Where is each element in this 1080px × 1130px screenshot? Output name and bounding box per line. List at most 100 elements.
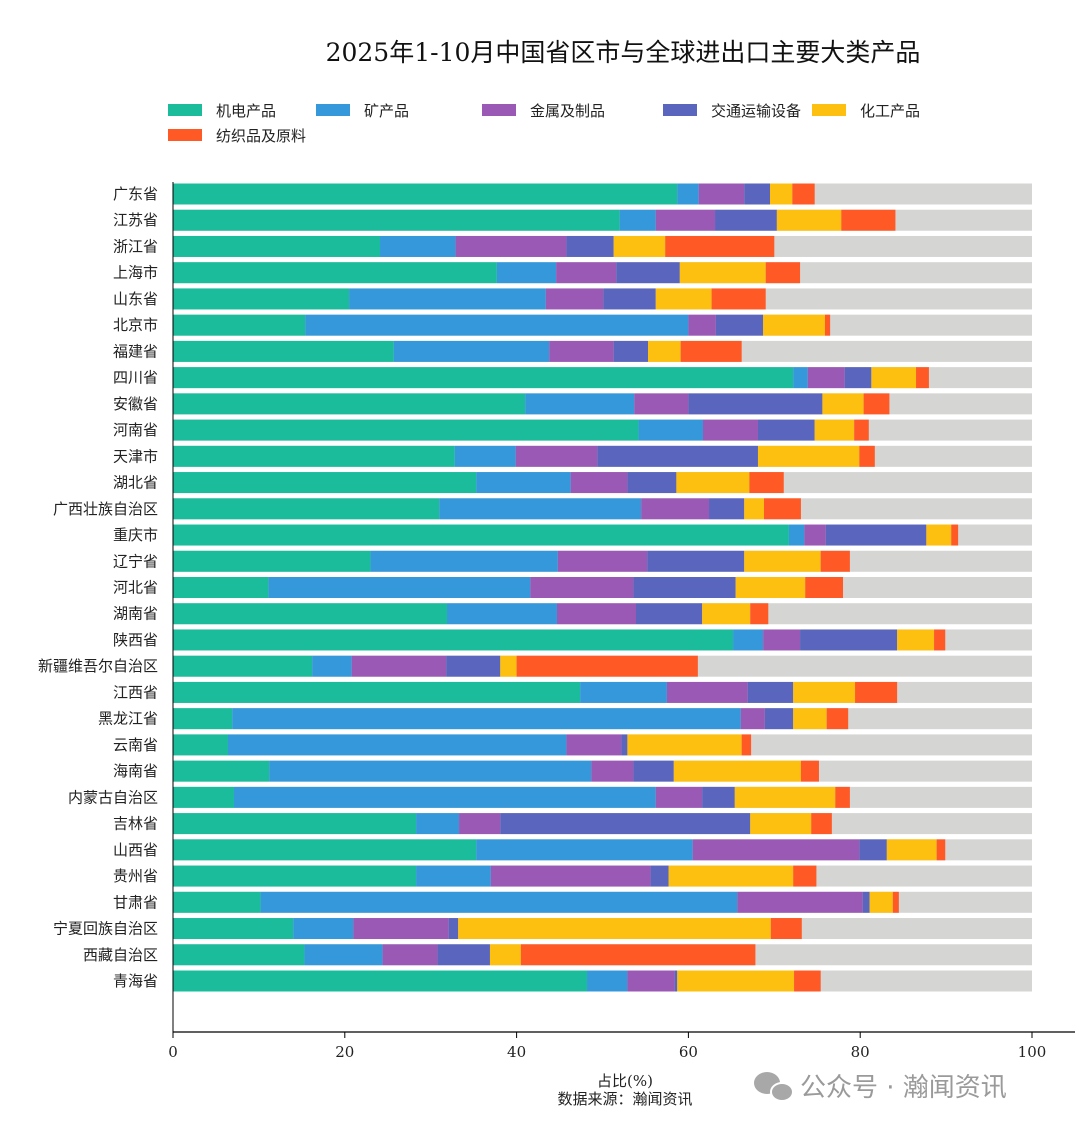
bar-segment [173, 367, 794, 389]
bar-row: 宁夏回族自治区 [53, 918, 1032, 940]
bar-segment [613, 340, 649, 362]
bar-segment [591, 760, 634, 782]
category-label: 湖北省 [113, 474, 158, 492]
bar-segment [770, 918, 802, 940]
bar-segment [735, 577, 806, 598]
category-label: 青海省 [113, 972, 158, 990]
bar-row: 江西省 [113, 681, 1032, 703]
bar-row: 新疆维吾尔自治区 [38, 655, 1032, 677]
bar-row: 甘肃省 [113, 891, 1032, 913]
category-label: 海南省 [113, 762, 158, 780]
category-label: 吉林省 [113, 815, 158, 833]
bar-segment [892, 891, 899, 913]
bar-segment [747, 681, 794, 703]
bar-row: 西藏自治区 [83, 944, 1032, 966]
bar-segment [570, 472, 628, 494]
bar-segment [703, 419, 758, 441]
legend-swatch [168, 129, 202, 141]
bar-segment [862, 891, 870, 913]
source-note: 数据来源：瀚闻资讯 [557, 1090, 692, 1108]
bar-segment [825, 524, 927, 546]
bar-segment [677, 183, 699, 205]
category-label: 重庆市 [113, 526, 158, 544]
bar-segment [380, 235, 456, 257]
bar-segment [580, 681, 667, 703]
bar-segment [227, 734, 567, 756]
bar-segment [733, 629, 764, 651]
bar-segment [764, 708, 794, 730]
bar-row: 陕西省 [113, 629, 1032, 651]
bar-segment [349, 288, 546, 310]
bar-segment [393, 340, 550, 362]
bar-segment [757, 445, 860, 467]
bar-segment [636, 603, 703, 625]
bar-segment [841, 209, 896, 231]
bar-segment [641, 498, 710, 520]
bar-segment [616, 262, 680, 284]
category-label: 江西省 [113, 683, 158, 701]
bar-segment [566, 734, 622, 756]
bar-segment [633, 577, 736, 598]
bar-row: 北京市 [113, 314, 1032, 336]
bar-segment [763, 314, 825, 336]
bar-segment [619, 209, 656, 231]
bar-segment [648, 340, 681, 362]
bar-segment [500, 813, 751, 835]
bar-row: 贵州省 [113, 865, 1032, 887]
bar-segment [597, 445, 758, 467]
bar-segment [260, 891, 738, 913]
bar-segment [173, 445, 455, 467]
category-label: 四川省 [113, 369, 158, 387]
bar-segment [692, 839, 860, 861]
bar-segment [844, 367, 872, 389]
bar-segment [680, 340, 742, 362]
bar-row: 云南省 [113, 734, 1032, 756]
bar-segment [869, 891, 893, 913]
category-label: 湖南省 [113, 605, 158, 623]
bar-row: 吉林省 [113, 813, 1032, 835]
bar-segment [557, 550, 648, 572]
bar-segment [750, 813, 812, 835]
category-label: 浙江省 [113, 237, 158, 255]
category-label: 上海市 [113, 264, 158, 282]
bar-segment [627, 734, 742, 756]
bar-segment [673, 760, 801, 782]
bar-segment [674, 970, 678, 992]
bar-row: 安徽省 [113, 393, 1032, 415]
bar-segment [824, 314, 831, 336]
legend-label: 化工产品 [860, 102, 920, 120]
bar-segment [757, 419, 815, 441]
bar-segment [233, 786, 656, 808]
legend-label: 交通运输设备 [711, 102, 801, 120]
bar-segment [173, 550, 371, 572]
bar-segment [793, 865, 817, 887]
category-label: 甘肃省 [113, 893, 158, 911]
bar-segment [800, 629, 898, 651]
bar-segment [863, 393, 890, 415]
bar-row: 重庆市 [113, 524, 1032, 546]
bar-segment [459, 813, 501, 835]
bar-segment [173, 472, 477, 494]
bar-segment [173, 235, 381, 257]
bar-segment [515, 445, 598, 467]
bar-row: 辽宁省 [113, 550, 1032, 572]
category-label: 贵州省 [113, 867, 158, 885]
bar-segment [173, 340, 394, 362]
bar-segment [530, 577, 634, 598]
category-label: 西藏自治区 [83, 946, 158, 964]
bar-segment [668, 865, 794, 887]
bar-segment [173, 944, 305, 966]
bar-segment [173, 681, 581, 703]
category-label: 云南省 [113, 736, 158, 754]
bar-segment [587, 970, 628, 992]
bar-segment [702, 603, 751, 625]
bar-segment [173, 813, 417, 835]
category-label: 江苏省 [113, 211, 158, 229]
bar-segment [655, 288, 712, 310]
category-label: 广西壮族自治区 [53, 500, 158, 518]
bar-segment [437, 944, 490, 966]
bar-segment [859, 839, 887, 861]
bar-segment [741, 734, 752, 756]
bar-segment [516, 655, 698, 677]
